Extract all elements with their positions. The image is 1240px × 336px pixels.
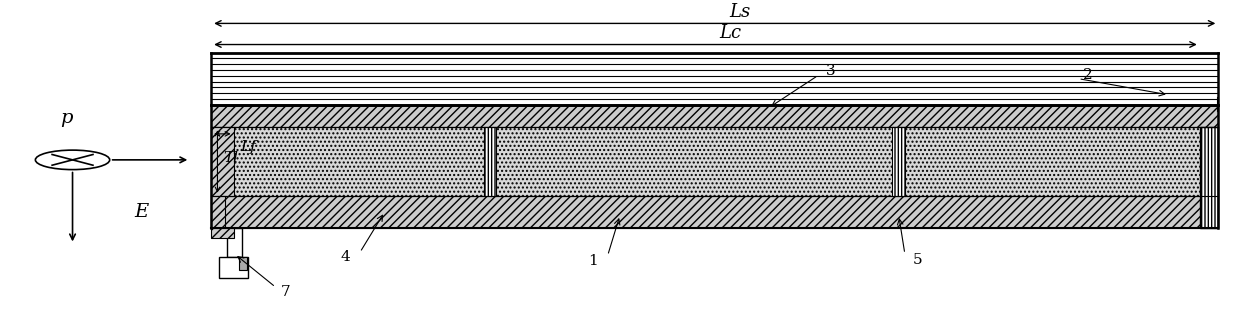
Text: 7: 7 [280,285,290,299]
Bar [211,196,224,228]
Text: p: p [60,110,73,127]
Text: Tl: Tl [223,151,238,165]
Text: Ls: Ls [729,3,750,21]
Text: E: E [134,203,149,221]
Bar [211,127,1218,196]
Text: 2: 2 [1084,68,1094,82]
Bar [211,228,233,238]
Text: 1: 1 [588,254,598,268]
Bar [1199,127,1218,228]
Bar [227,228,242,257]
Bar [211,127,233,196]
Bar [218,257,248,279]
Bar [211,196,1218,228]
Bar [893,127,905,196]
Text: Lf: Lf [239,140,255,154]
Bar [238,257,247,270]
Text: 5: 5 [913,253,923,266]
Text: 4: 4 [340,250,350,264]
Text: Lc: Lc [719,24,742,42]
Bar [211,104,1218,127]
Bar [484,127,496,196]
Text: 3: 3 [826,65,836,79]
